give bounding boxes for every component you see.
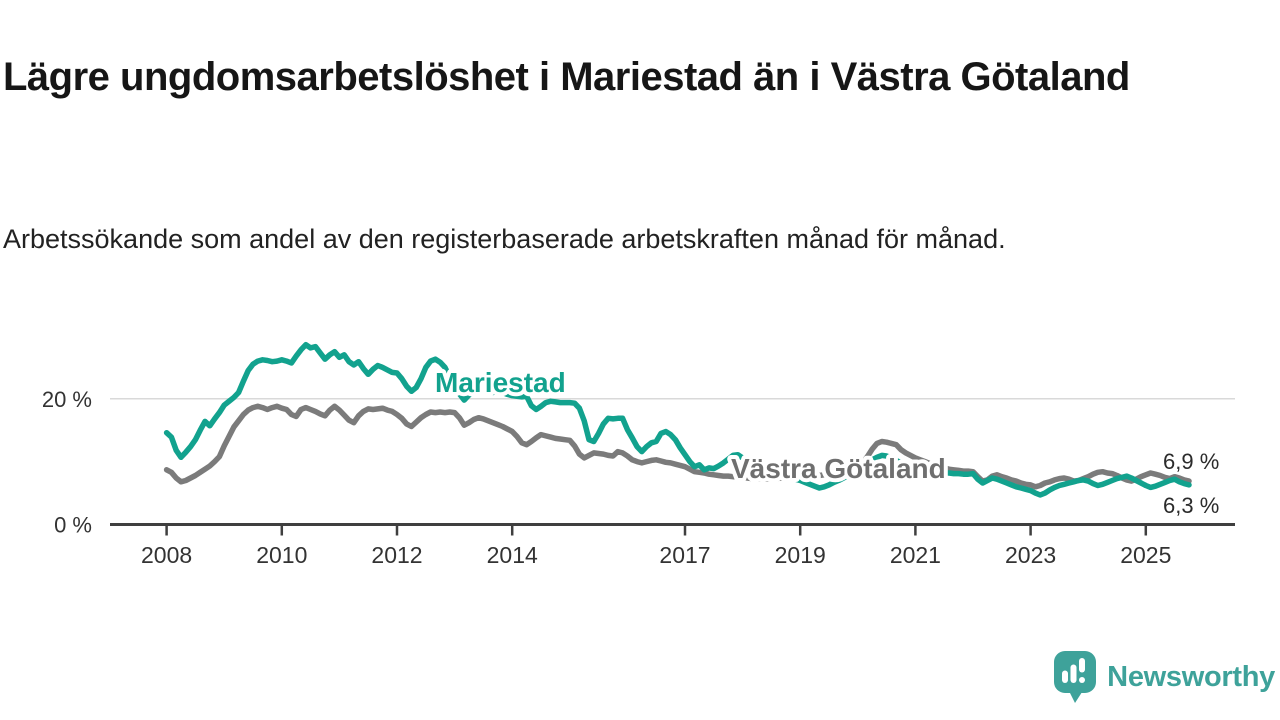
chart-subtitle: Arbetssökande som andel av den registerb… [3,224,1006,254]
x-tick-label: 2017 [659,542,710,568]
newsworthy-speech-bubble-bar-chart-icon [1054,651,1097,703]
x-tick-label: 2008 [141,542,192,568]
newsworthy-logo-text: Newsworthy [1107,660,1275,693]
chart-title: Lägre ungdomsarbetslöshet i Mariestad än… [3,54,1130,99]
y-tick-label: 20 % [42,387,92,412]
x-tick-label: 2012 [371,542,422,568]
x-tick-label: 2019 [775,542,826,568]
x-tick-label: 2025 [1120,542,1171,568]
mariestad-line [163,341,1192,498]
x-tick-label: 2014 [487,542,538,568]
x-tick-label: 2010 [256,542,307,568]
series-label-mariestad: Mariestad [435,367,566,398]
x-tick-label: 2023 [1005,542,1056,568]
end-value-label-v-stra-g-taland: 6,9 % [1163,449,1219,474]
y-tick-label: 0 % [54,513,92,538]
series-label-v-stra-g-taland: Västra Götaland [731,453,946,484]
x-tick-label: 2021 [890,542,941,568]
newsworthy-logo: Newsworthy [1053,650,1275,704]
v-stra-g-taland-line [163,403,1192,490]
end-value-label-mariestad: 6,3 % [1163,493,1219,518]
